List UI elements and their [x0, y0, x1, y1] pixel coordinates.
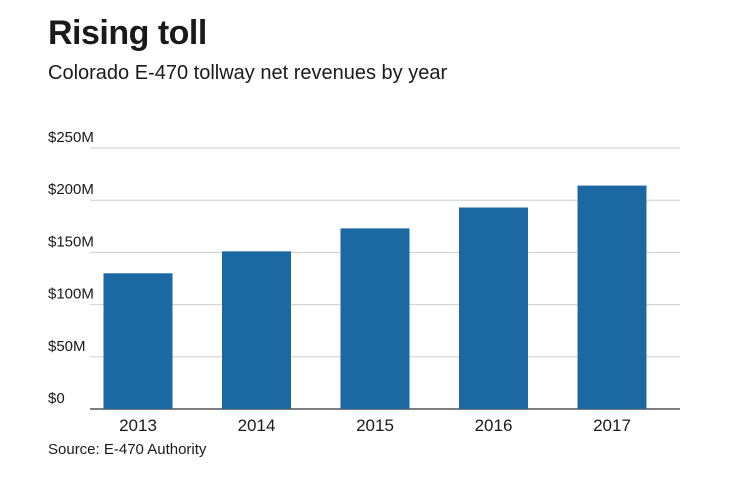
source-note: Source: E-470 Authority [48, 441, 207, 458]
bar-2014 [222, 251, 291, 409]
y-axis-tick-labels: $0 $50M $100M $150M $200M $250M [48, 129, 94, 407]
bar-2017 [577, 185, 647, 409]
y-tick-label: $150M [48, 233, 94, 250]
chart-subtitle: Colorado E-470 tollway net revenues by y… [48, 62, 448, 84]
x-tick-label: 2017 [593, 416, 631, 435]
bar-2016 [459, 207, 528, 409]
y-tick-label: $0 [48, 390, 65, 407]
bar-2015 [340, 228, 410, 409]
bars [103, 185, 647, 409]
x-tick-label: 2015 [356, 416, 394, 435]
bar-2013 [103, 273, 173, 409]
y-tick-label: $50M [48, 338, 86, 355]
x-tick-label: 2016 [475, 416, 513, 435]
x-axis-tick-labels: 2013 2014 2015 2016 2017 [119, 416, 631, 435]
y-tick-label: $250M [48, 129, 94, 146]
chart-title: Rising toll [48, 14, 207, 52]
y-tick-label: $100M [48, 286, 94, 303]
x-tick-label: 2013 [119, 416, 157, 435]
x-tick-label: 2014 [238, 416, 276, 435]
y-tick-label: $200M [48, 181, 94, 198]
